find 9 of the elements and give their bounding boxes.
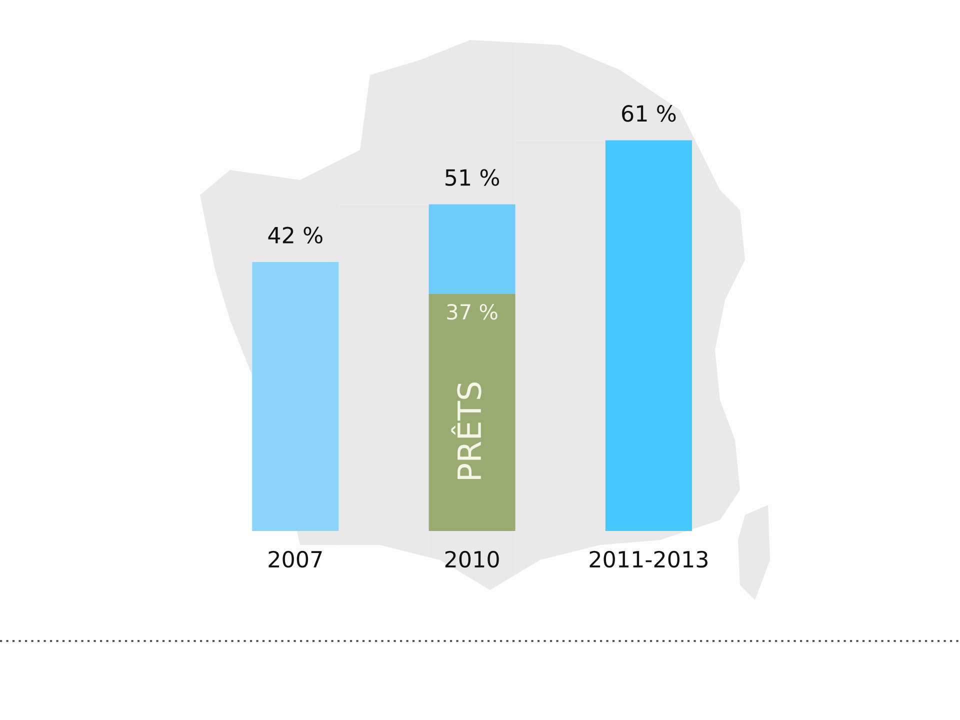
total-label: 51 % [446, 169, 500, 186]
bar [428, 204, 516, 294]
total-label: 61 % [622, 105, 676, 122]
x-tick-label: 2010 [445, 550, 499, 568]
x-tick-label: 2011-2013 [590, 550, 708, 568]
x-tick-label: 2007 [268, 550, 322, 568]
series-label: PRÊTS [451, 382, 482, 480]
total-label: 42 % [268, 226, 322, 244]
data-label: 37 % [447, 304, 498, 320]
